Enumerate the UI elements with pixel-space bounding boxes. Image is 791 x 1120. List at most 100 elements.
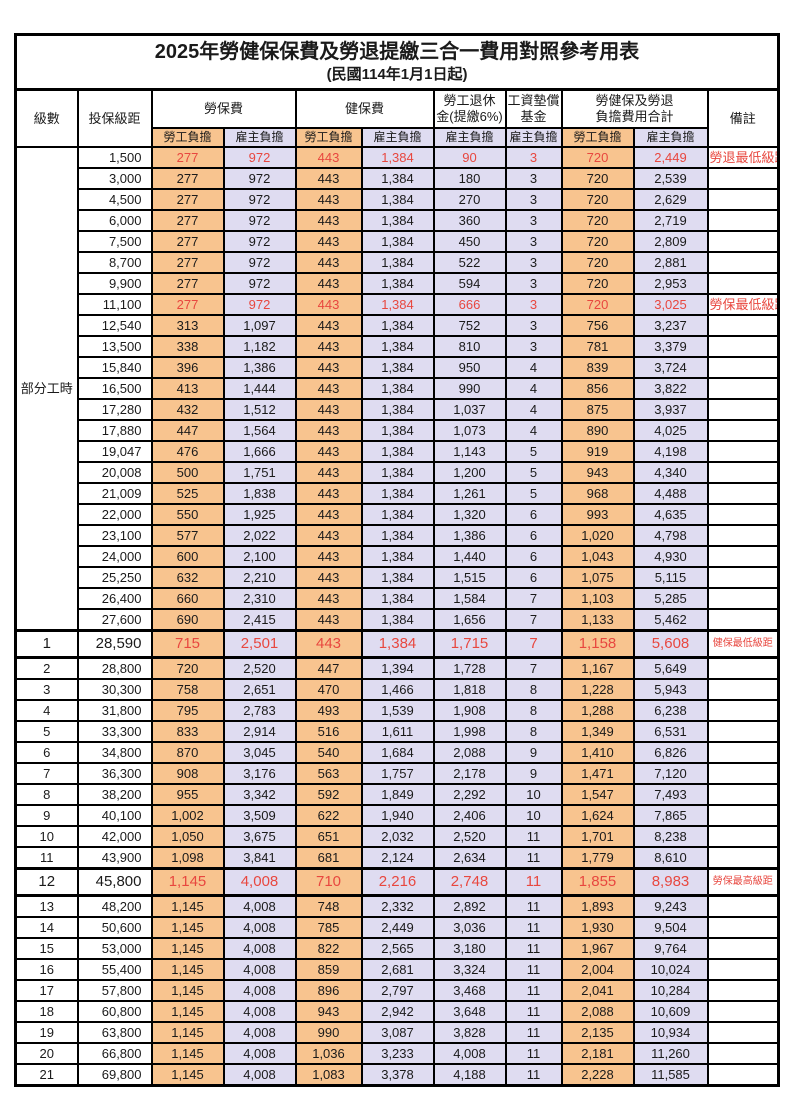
salary-bracket-cell: 9,900: [76, 272, 153, 295]
total-employer-cell: 2,809: [632, 230, 709, 253]
table-body: 部分工時1,5002779724431,3849037202,449勞退最低級距…: [14, 146, 780, 1087]
total-employer-cell: 2,881: [632, 251, 709, 274]
table-row: 13,500 338 1,182 443 1,384 810 3 781 3,379: [16, 335, 780, 358]
wage-fund-employer-cell: 11: [504, 1000, 563, 1023]
wage-fund-employer-cell: 11: [504, 846, 563, 870]
total-employer-cell: 6,531: [632, 720, 709, 743]
subheader-labor-employee: 勞工負擔: [150, 127, 225, 148]
salary-bracket-cell: 55,400: [76, 958, 153, 981]
pension-employer-cell: 1,037: [432, 398, 507, 421]
wage-fund-employer-cell: 3: [504, 167, 563, 190]
pension-employer-cell: 4,188: [432, 1063, 507, 1087]
table-row: 24,000 600 2,100 443 1,384 1,440 6 1,043 4,930: [16, 545, 780, 568]
total-employee-cell: 875: [560, 398, 635, 421]
pension-employer-cell: 1,261: [432, 482, 507, 505]
health-ins-employee-cell: 516: [294, 720, 363, 743]
pension-employer-cell: 3,036: [432, 916, 507, 939]
total-employer-cell: 8,610: [632, 846, 709, 870]
health-ins-employee-cell: 1,036: [294, 1042, 363, 1065]
health-ins-employee-cell: 443: [294, 356, 363, 379]
health-ins-employee-cell: 443: [294, 440, 363, 463]
table-row: 23,100 577 2,022 443 1,384 1,386 6 1,020 4,798: [16, 524, 780, 547]
wage-fund-employer-cell: 9: [504, 741, 563, 764]
labor-ins-employee-cell: 1,145: [150, 979, 225, 1002]
total-employee-cell: 1,547: [560, 783, 635, 806]
salary-bracket-cell: 27,600: [76, 608, 153, 632]
salary-bracket-cell: 31,800: [76, 699, 153, 722]
salary-bracket-cell: 43,900: [76, 846, 153, 870]
total-employer-cell: 10,934: [632, 1021, 709, 1044]
health-ins-employer-cell: 2,032: [360, 825, 435, 848]
total-employer-cell: 5,115: [632, 566, 709, 589]
wage-fund-employer-cell: 6: [504, 524, 563, 547]
labor-ins-employee-cell: 690: [150, 608, 225, 632]
col-header-total: 勞健保及勞退 負擔費用合計: [560, 88, 709, 129]
table-row: 11 43,900 1,098 3,841 681 2,124 2,634 11 1,779 8,…: [14, 846, 780, 870]
table-row: 18 60,800 1,145 4,008 943 2,942 3,648 11 2,088 10…: [14, 1000, 780, 1023]
subheader-total-employee: 勞工負擔: [560, 127, 635, 148]
wage-fund-employer-cell: 11: [504, 894, 563, 918]
pension-employer-cell: 666: [432, 293, 507, 316]
salary-bracket-cell: 8,700: [76, 251, 153, 274]
pension-employer-cell: 180: [432, 167, 507, 190]
remark-cell: [706, 804, 780, 827]
health-ins-employee-cell: 822: [294, 937, 363, 960]
table-row: 2 28,800 720 2,520 447 1,394 1,728 7 1,167 5,649: [14, 656, 780, 680]
remark-cell: [706, 762, 780, 785]
health-ins-employee-cell: 443: [294, 419, 363, 442]
remark-cell: [706, 272, 780, 295]
pension-employer-cell: 2,292: [432, 783, 507, 806]
wage-fund-employer-cell: 8: [504, 720, 563, 743]
health-ins-employer-cell: 1,384: [360, 440, 435, 463]
total-employee-cell: 1,167: [560, 656, 635, 680]
health-ins-employer-cell: 1,384: [360, 146, 435, 169]
labor-ins-employer-cell: 972: [222, 230, 297, 253]
total-employee-cell: 1,103: [560, 587, 635, 610]
salary-bracket-cell: 23,100: [76, 524, 153, 547]
salary-bracket-cell: 13,500: [76, 335, 153, 358]
total-employer-cell: 7,120: [632, 762, 709, 785]
salary-bracket-cell: 1,500: [76, 146, 153, 169]
total-employee-cell: 2,228: [560, 1063, 635, 1087]
total-employer-cell: 11,260: [632, 1042, 709, 1065]
remark-cell: [706, 783, 780, 806]
health-ins-employee-cell: 651: [294, 825, 363, 848]
table-row: 4,500 277 972 443 1,384 270 3 720 2,629: [16, 188, 780, 211]
labor-ins-employee-cell: 833: [150, 720, 225, 743]
health-ins-employer-cell: 1,849: [360, 783, 435, 806]
pension-employer-cell: 3,468: [432, 979, 507, 1002]
total-employer-cell: 5,649: [632, 656, 709, 680]
total-employee-cell: 720: [560, 146, 635, 169]
table-row: 15 53,000 1,145 4,008 822 2,565 3,180 11 1,967 9,…: [14, 937, 780, 960]
salary-bracket-cell: 24,000: [76, 545, 153, 568]
health-ins-employee-cell: 443: [294, 608, 363, 632]
total-employer-cell: 5,943: [632, 678, 709, 701]
total-employee-cell: 1,471: [560, 762, 635, 785]
total-employee-cell: 720: [560, 209, 635, 232]
remark-cell: [706, 587, 780, 610]
level-cell: 6: [14, 741, 79, 764]
labor-ins-employee-cell: 277: [150, 251, 225, 274]
labor-ins-employee-cell: 500: [150, 461, 225, 484]
total-employee-cell: 2,004: [560, 958, 635, 981]
health-ins-employee-cell: 443: [294, 188, 363, 211]
total-employee-cell: 1,158: [560, 629, 635, 659]
level-cell: 11: [14, 846, 79, 870]
labor-ins-employee-cell: 955: [150, 783, 225, 806]
labor-ins-employer-cell: 2,651: [222, 678, 297, 701]
remark-cell: [706, 482, 780, 505]
labor-ins-employee-cell: 758: [150, 678, 225, 701]
table-row: 19 63,800 1,145 4,008 990 3,087 3,828 11 2,135 10…: [14, 1021, 780, 1044]
pension-employer-cell: 3,324: [432, 958, 507, 981]
health-ins-employee-cell: 1,083: [294, 1063, 363, 1087]
health-ins-employer-cell: 1,384: [360, 587, 435, 610]
total-employer-cell: 8,238: [632, 825, 709, 848]
pension-employer-cell: 1,656: [432, 608, 507, 632]
health-ins-employer-cell: 2,565: [360, 937, 435, 960]
pension-employer-cell: 522: [432, 251, 507, 274]
table-row: 26,400 660 2,310 443 1,384 1,584 7 1,103 5,285: [16, 587, 780, 610]
health-ins-employer-cell: 1,394: [360, 656, 435, 680]
labor-ins-employee-cell: 277: [150, 293, 225, 316]
remark-cell: 勞退最低級距: [706, 146, 780, 169]
